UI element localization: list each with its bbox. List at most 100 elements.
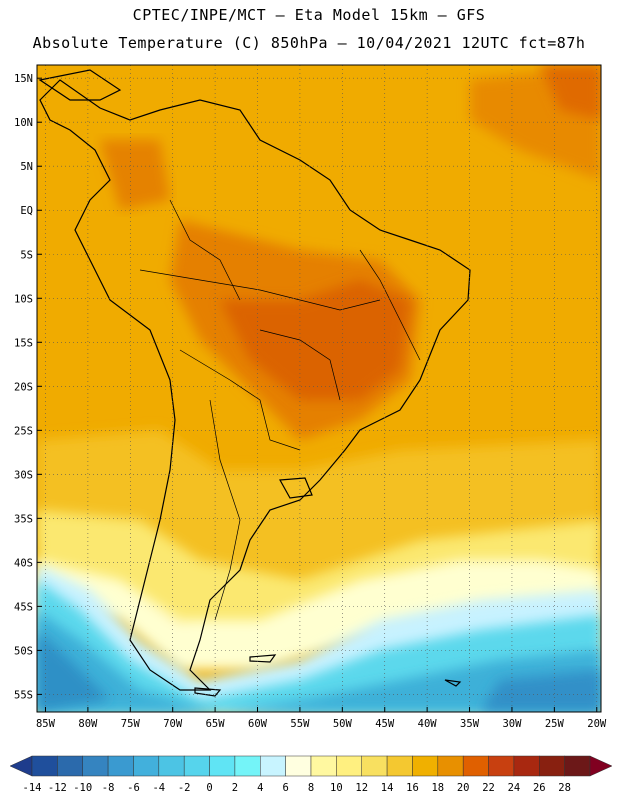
colorbar-cell [513, 755, 540, 777]
lat-label: 50S [14, 645, 33, 657]
colorbar-label: 28 [558, 782, 571, 794]
south-georgia [444, 679, 462, 687]
lat-label: 45S [14, 601, 33, 613]
field-blue [37, 610, 601, 712]
colorbar-label: -8 [102, 782, 115, 794]
colorbar-cells [9, 755, 613, 777]
colorbar-label: 10 [330, 782, 343, 794]
colorbar-cell [57, 755, 83, 777]
colorbar-label: 16 [406, 782, 419, 794]
colorbar-label: 18 [431, 782, 444, 794]
lat-label: 10S [14, 293, 33, 305]
colorbar-cell [564, 755, 591, 777]
colorbar-label: -6 [127, 782, 140, 794]
lat-label: 5S [20, 249, 33, 261]
border-line-5 [259, 329, 341, 401]
tierra-del-fuego [194, 687, 222, 697]
latitude-labels: 15N 10N 5N EQ 5S 10S 15S 20S 25S 30S 35S 40S 45S 50S 5… [14, 73, 42, 701]
colorbar-cell [285, 755, 312, 777]
colorbar-cell [133, 755, 160, 777]
lat-label: 15N [14, 73, 33, 85]
colorbar-cell [260, 755, 286, 777]
colorbar-label: 2 [232, 782, 238, 794]
lon-label: 80W [78, 718, 98, 730]
lat-label: 25S [14, 425, 33, 437]
colorbar-label: 26 [533, 782, 546, 794]
lon-label: 35W [460, 718, 480, 730]
lat-label: 10N [14, 117, 33, 129]
colorbar-label: 8 [308, 782, 314, 794]
colorbar-cell [336, 755, 362, 777]
lon-label: 85W [36, 718, 56, 730]
border-line-6 [359, 249, 421, 361]
lat-label: 40S [14, 557, 33, 569]
lon-label: 20W [587, 718, 607, 730]
colorbar-cell [412, 755, 439, 777]
lon-label: 30W [502, 718, 522, 730]
colorbar-label: 14 [381, 782, 394, 794]
colorbar-cell [386, 755, 413, 777]
colorbar-cell [310, 755, 337, 777]
border-line-2 [169, 199, 241, 301]
lat-label: 15S [14, 337, 33, 349]
lon-label: 60W [248, 718, 268, 730]
lon-label: 40W [418, 718, 438, 730]
field-pale-cream [37, 560, 601, 670]
colorbar-cell [437, 755, 464, 777]
colorbar-label: 6 [282, 782, 288, 794]
lat-label: 55S [14, 689, 33, 701]
colorbar-label: -12 [48, 782, 67, 794]
field-dark-blue [480, 670, 601, 712]
border-line-1 [139, 269, 381, 311]
lat-label: 20S [14, 381, 33, 393]
colorbar-label: -2 [178, 782, 191, 794]
colorbar-cell [31, 755, 58, 777]
country-borders [139, 199, 421, 621]
field-land-hot [220, 280, 410, 400]
falkland-islands [249, 654, 277, 663]
lagoon-outline [279, 477, 313, 499]
colorbar-cell [209, 755, 236, 777]
colorbar-label: 22 [482, 782, 495, 794]
colorbar-cell [462, 755, 489, 777]
border-line-3 [179, 349, 301, 451]
lon-label: 55W [290, 718, 310, 730]
colorbar-label: -10 [73, 782, 92, 794]
lat-label: 5N [20, 161, 33, 173]
lon-label: 45W [375, 718, 395, 730]
border-line-4 [209, 399, 241, 621]
lat-label: EQ [20, 205, 33, 217]
lon-label: 50W [333, 718, 353, 730]
central-america-coast [38, 69, 122, 101]
lon-label: 75W [121, 718, 141, 730]
lat-label: 30S [14, 469, 33, 481]
colorbar-cell-min [9, 755, 33, 777]
colorbar-cell [183, 755, 210, 777]
colorbar-cell [82, 755, 109, 777]
colorbar-labels: -14 -12 -10 -8 -6 -4 -2 0 2 4 6 8 10 12 14 16 18 20 22 24 26… [23, 782, 571, 794]
chart-title-line-2: Absolute Temperature (C) 850hPa — 10/04/… [32, 34, 586, 52]
colorbar-cell [158, 755, 185, 777]
chart-title-line-1: CPTEC/INPE/MCT — Eta Model 15km — GFS [132, 6, 486, 24]
lon-label: 25W [545, 718, 565, 730]
colorbar-cell [539, 755, 565, 777]
colorbar-cell-max [589, 755, 613, 777]
colorbar-label: 20 [457, 782, 470, 794]
colorbar-label: 12 [355, 782, 368, 794]
field-dark-blue-sw [37, 630, 110, 712]
lon-label: 65W [206, 718, 226, 730]
south-america-coast [39, 79, 471, 691]
field-hot-ne [540, 65, 601, 120]
colorbar-cell [361, 755, 388, 777]
colorbar-label: -14 [23, 782, 42, 794]
colorbar-label: 0 [206, 782, 212, 794]
colorbar-label: 4 [257, 782, 263, 794]
lat-label: 35S [14, 513, 33, 525]
map-frame [36, 64, 602, 713]
colorbar-cell [488, 755, 515, 777]
colorbar-cell [234, 755, 261, 777]
lon-label: 70W [163, 718, 183, 730]
colorbar-label: 24 [508, 782, 521, 794]
